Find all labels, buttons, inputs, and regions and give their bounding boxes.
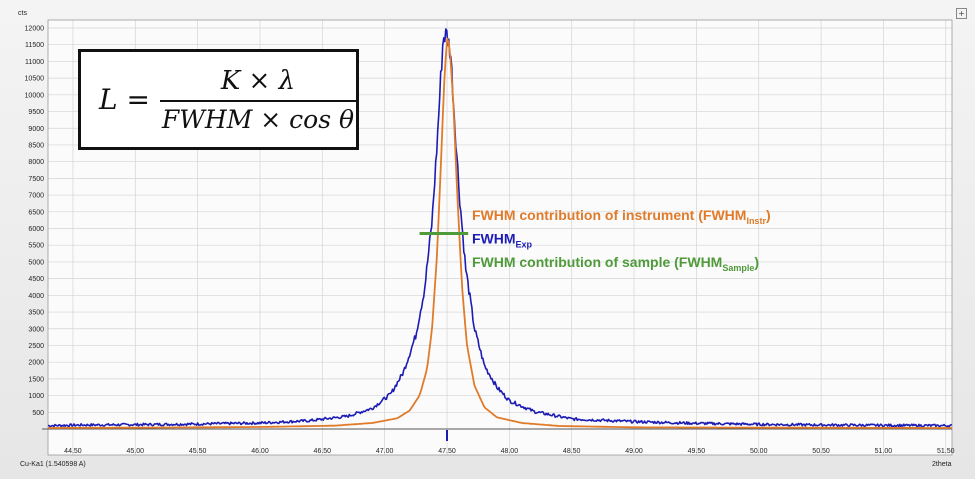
y-tick-label: 11500 [25,42,44,49]
y-tick-label: 3000 [28,326,44,333]
y-tick-label: 9000 [28,126,44,133]
x-tick-label: 51.50 [937,448,955,455]
x-tick-label: 49.50 [688,448,706,455]
x-tick-label: 50.00 [750,448,768,455]
annotation-subscript: Exp [515,240,532,250]
y-tick-label: 6500 [28,209,44,216]
y-tick-label: 4000 [28,293,44,300]
formula-fraction: K × λ FWHM × cos θ [159,65,356,134]
formula-denominator: FWHM × cos θ [161,104,355,134]
y-tick-label: 12000 [25,26,45,33]
y-tick-label: 8000 [28,159,44,166]
series-line-fwhm-exp [47,28,953,428]
annotation-subscript: Sample [722,263,754,273]
formula-numerator: K × λ [220,65,296,96]
annotation-group: FWHM contribution of instrument (FWHMIns… [472,207,771,273]
y-tick-label: 4500 [28,276,44,283]
x-tick-label: 51.00 [875,448,893,455]
annotation-close: ) [766,207,771,223]
annotation-sample: FWHM contribution of sample (FWHMSample) [472,254,759,273]
plot-area [47,19,953,456]
x-tick-label: 47.00 [376,448,394,455]
x-tick-label: 45.00 [127,448,145,455]
y-tick-label: 5500 [28,243,44,250]
x-axis-unit-label: 2theta [932,461,952,468]
y-tick-label: 1000 [28,393,44,400]
y-tick-label: 10000 [25,92,45,99]
annotation-text: FWHM contribution of instrument (FWHM [472,207,747,223]
x-tick-label: 47.50 [438,448,456,455]
x-tick-label: 46.00 [251,448,269,455]
y-tick-label: 6000 [28,226,44,233]
y-tick-label: 10500 [25,76,45,83]
scherrer-formula-box: L = K × λ FWHM × cos θ [78,49,359,150]
y-tick-label: 2000 [28,360,44,367]
x-axis: 44.50 45.00 45.50 46.00 46.50 47.00 47.50 48.00… [42,428,955,455]
annotation-text: FWHM [472,231,516,247]
annotation-instr: FWHM contribution of instrument (FWHMIns… [472,207,771,226]
y-tick-label: 1500 [28,376,44,383]
annotation-text: FWHM contribution of sample (FWHM [472,254,722,270]
fraction-bar [159,99,356,102]
y-tick-label: 2500 [28,343,44,350]
annotation-exp: FWHMExp [472,231,533,250]
x-tick-label: 49.00 [625,448,643,455]
y-axis-unit-label: cts [18,10,27,17]
formula-lhs: L = [99,83,150,116]
x-tick-label: 50.50 [812,448,830,455]
y-tick-label: 11000 [25,59,44,66]
series-group [47,28,953,429]
x-tick-label: 48.50 [563,448,581,455]
x-tick-label: 48.00 [501,448,519,455]
radiation-label: Cu-Ka1 (1.540598 A) [20,461,86,468]
y-tick-label: 7000 [28,193,44,200]
y-axis: 500 1000 1500 2000 2500 3000 3500 4000 4500 5000 5… [25,26,45,417]
y-tick-label: 5000 [28,259,44,266]
x-tick-label: 44.50 [64,448,82,455]
y-tick-label: 500 [32,410,44,417]
y-tick-label: 9500 [28,109,44,116]
y-tick-label: 8500 [28,142,44,149]
x-tick-label: 45.50 [189,448,207,455]
annotation-close: ) [754,254,759,270]
x-tick-label: 46.50 [314,448,332,455]
y-tick-label: 3500 [28,310,44,317]
annotation-subscript: Instr [746,216,766,226]
series-line-fwhm-instr [48,37,952,429]
y-tick-label: 7500 [28,176,44,183]
expand-button[interactable]: + [956,8,967,19]
